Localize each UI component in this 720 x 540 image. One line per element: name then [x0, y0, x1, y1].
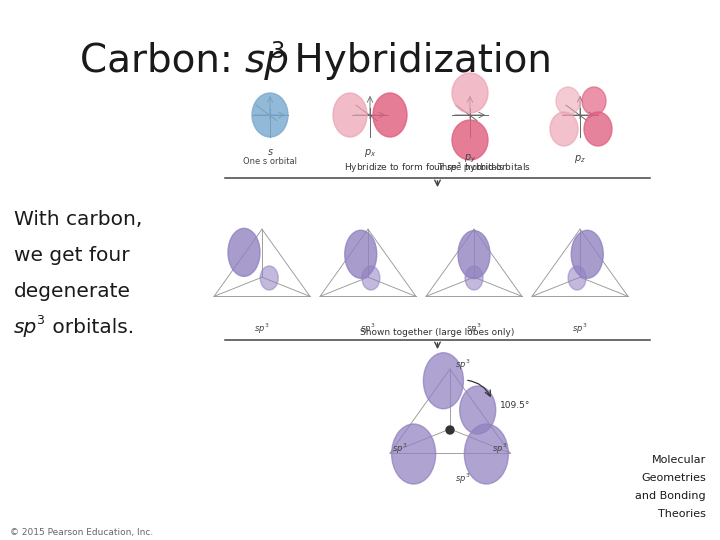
Text: $sp^3$: $sp^3$ [467, 322, 482, 336]
Ellipse shape [333, 93, 367, 137]
Text: $p_z$: $p_z$ [574, 153, 586, 165]
Text: Molecular: Molecular [652, 455, 706, 465]
Ellipse shape [582, 87, 606, 115]
Text: Hybridize to form four $sp^3$ hybrid orbitals: Hybridize to form four $sp^3$ hybrid orb… [344, 160, 531, 175]
Text: 3: 3 [270, 40, 284, 63]
Ellipse shape [452, 120, 488, 160]
Ellipse shape [584, 112, 612, 146]
Text: $sp^3$: $sp^3$ [455, 471, 470, 486]
Text: Shown together (large lobes only): Shown together (large lobes only) [360, 328, 515, 337]
Ellipse shape [423, 353, 464, 409]
Ellipse shape [571, 230, 603, 278]
Text: sp: sp [245, 42, 290, 80]
Text: s: s [267, 147, 273, 157]
Ellipse shape [373, 93, 407, 137]
Ellipse shape [260, 266, 278, 290]
Text: $sp^3$: $sp^3$ [492, 442, 508, 456]
Ellipse shape [459, 386, 495, 434]
Text: © 2015 Pearson Education, Inc.: © 2015 Pearson Education, Inc. [10, 528, 153, 537]
Text: we get four: we get four [14, 246, 130, 265]
Text: $sp^3$: $sp^3$ [360, 322, 376, 336]
Text: Geometries: Geometries [642, 473, 706, 483]
Ellipse shape [252, 93, 288, 137]
Ellipse shape [452, 73, 488, 113]
Ellipse shape [446, 426, 454, 434]
Text: 109.5°: 109.5° [500, 401, 531, 410]
Text: Hybridization: Hybridization [282, 42, 552, 80]
Ellipse shape [464, 424, 508, 484]
Text: $sp^3$: $sp^3$ [392, 442, 408, 456]
Text: One s orbital: One s orbital [243, 157, 297, 166]
Ellipse shape [228, 228, 260, 276]
Text: $p_x$: $p_x$ [364, 147, 376, 159]
Text: orbitals.: orbitals. [46, 318, 134, 337]
Text: degenerate: degenerate [14, 282, 131, 301]
Text: $sp^3$: $sp^3$ [254, 322, 270, 336]
Ellipse shape [465, 266, 483, 290]
Text: $sp^3$: $sp^3$ [572, 322, 588, 336]
Text: Three p orbitals: Three p orbitals [437, 163, 503, 172]
Text: and Bonding: and Bonding [635, 491, 706, 501]
Ellipse shape [362, 266, 380, 290]
Text: $sp^3$: $sp^3$ [455, 357, 470, 372]
Text: sp: sp [14, 318, 37, 337]
Text: Carbon:: Carbon: [80, 42, 245, 80]
Ellipse shape [458, 231, 490, 279]
Ellipse shape [550, 112, 578, 146]
Ellipse shape [345, 230, 377, 278]
Text: With carbon,: With carbon, [14, 210, 143, 229]
Text: Theories: Theories [658, 509, 706, 519]
Text: 3: 3 [36, 314, 44, 327]
Text: $p_y$: $p_y$ [464, 153, 476, 165]
Ellipse shape [556, 87, 580, 115]
Ellipse shape [568, 266, 586, 290]
Ellipse shape [392, 424, 436, 484]
